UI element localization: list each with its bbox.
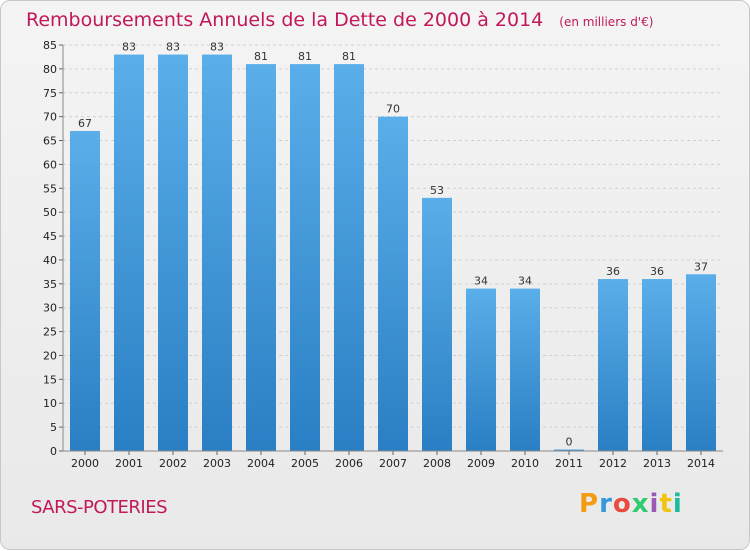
x-tick-label: 2008 (423, 457, 451, 470)
bar-2009 (466, 288, 496, 451)
y-tick-label: 60 (43, 158, 57, 171)
y-tick-label: 80 (43, 63, 57, 76)
y-tick-label: 50 (43, 206, 57, 219)
x-tick-label: 2010 (511, 457, 539, 470)
bar-value-label: 0 (566, 436, 573, 449)
bar-value-label: 81 (254, 50, 268, 63)
bar-value-label: 34 (474, 275, 488, 288)
bar-value-label: 70 (386, 103, 400, 116)
logo-letter: t (659, 489, 673, 519)
y-tick-label: 30 (43, 302, 57, 315)
bar-value-label: 67 (78, 117, 92, 130)
bar-value-label: 83 (166, 41, 180, 54)
chart-title-text: Remboursements Annuels de la Dette de 20… (26, 9, 544, 31)
x-tick-label: 2004 (247, 457, 275, 470)
bar-value-label: 53 (430, 184, 444, 197)
axis-layer: 0 5 10 15 20 25 30 35 40 45 50 55 60 65 70 75 80 85 2000 20… (43, 39, 723, 470)
chart-title: Remboursements Annuels de la Dette de 20… (26, 9, 653, 31)
logo-letter: P (579, 489, 600, 519)
y-tick-label: 10 (43, 397, 57, 410)
bar-2001 (114, 54, 144, 451)
bar-2005 (290, 64, 320, 451)
y-tick-label: 40 (43, 254, 57, 267)
x-tick-label: 2014 (687, 457, 715, 470)
y-tick-label: 55 (43, 182, 57, 195)
x-tick-label: 2012 (599, 457, 627, 470)
x-tick-label: 2002 (159, 457, 187, 470)
bar-2008 (422, 197, 452, 451)
proxiti-logo: Proxiti (579, 489, 683, 519)
x-tick-label: 2005 (291, 457, 319, 470)
x-tick-label: 2000 (71, 457, 99, 470)
commune-name: SARS-POTERIES (31, 497, 168, 518)
y-tick-label: 5 (50, 421, 57, 434)
x-tick-label: 2001 (115, 457, 143, 470)
label-layer: 67 83 83 83 81 81 81 70 53 34 34 0 36 36 37 (78, 41, 708, 449)
y-tick-label: 25 (43, 326, 57, 339)
y-tick-label: 35 (43, 278, 57, 291)
bar-2006 (334, 64, 364, 451)
bar-2012 (598, 279, 628, 451)
logo-letter: o (612, 489, 632, 519)
y-tick-label: 45 (43, 230, 57, 243)
bar-layer (70, 54, 716, 451)
bar-value-label: 37 (694, 260, 708, 273)
bar-value-label: 36 (650, 265, 664, 278)
bar-value-label: 83 (210, 41, 224, 54)
x-tick-label: 2009 (467, 457, 495, 470)
y-tick-label: 70 (43, 111, 57, 124)
x-tick-label: 2011 (555, 457, 583, 470)
bar-2004 (246, 64, 276, 451)
bar-2013 (642, 279, 672, 451)
x-tick-label: 2003 (203, 457, 231, 470)
y-tick-label: 85 (43, 39, 57, 52)
y-tick-label: 65 (43, 135, 57, 148)
x-tick-label: 2007 (379, 457, 407, 470)
y-tick-label: 0 (50, 445, 57, 458)
bar-2000 (70, 130, 100, 451)
bar-value-label: 36 (606, 265, 620, 278)
y-tick-label: 20 (43, 349, 57, 362)
bar-2003 (202, 54, 232, 451)
bar-value-label: 81 (342, 50, 356, 63)
bar-value-label: 34 (518, 275, 532, 288)
y-tick-label: 75 (43, 87, 57, 100)
bar-2014 (686, 274, 716, 451)
y-tick-label: 15 (43, 373, 57, 386)
bar-value-label: 81 (298, 50, 312, 63)
bar-2007 (378, 116, 408, 451)
x-tick-label: 2006 (335, 457, 363, 470)
logo-letter: i (672, 489, 683, 519)
bar-2002 (158, 54, 188, 451)
bar-value-label: 83 (122, 41, 136, 54)
logo-letter: r (599, 489, 613, 519)
logo-letter: x (631, 489, 650, 519)
chart-subtitle: (en milliers d'€) (559, 15, 654, 29)
logo-letter: i (649, 489, 660, 519)
x-tick-label: 2013 (643, 457, 671, 470)
bar-2010 (510, 288, 540, 451)
bar-2011 (554, 449, 584, 451)
